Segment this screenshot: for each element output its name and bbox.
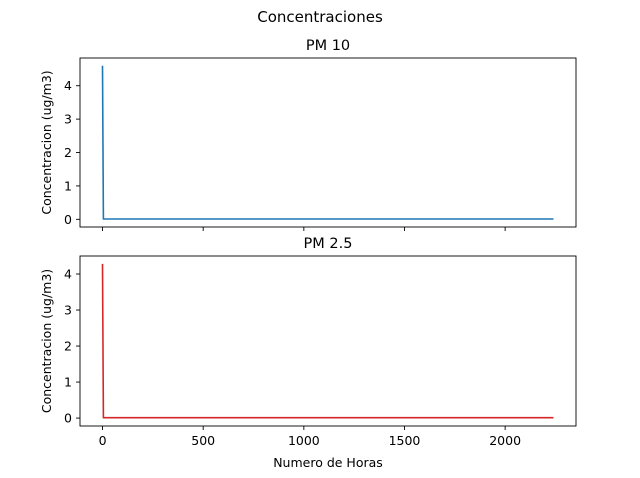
y-axis-label: Concentracion (ug/m3) xyxy=(39,269,54,413)
x-axis-label: Numero de Horas xyxy=(273,455,383,470)
series-line-1 xyxy=(101,263,554,419)
y-tick-label: 4 xyxy=(64,78,72,93)
axes-frame xyxy=(79,255,577,427)
series-line-1 xyxy=(101,65,554,220)
y-tick-label: 4 xyxy=(64,267,72,282)
y-tick-label: 1 xyxy=(64,178,72,193)
subplots: 0 1 2 3 4 PM 10 Concentracion (ug/m3) 0 1 2 3 4 0 500… xyxy=(39,38,577,470)
y-tick-label: 0 xyxy=(64,411,72,426)
x-tick-label: 0 xyxy=(99,433,107,448)
figure-suptitle: Concentraciones xyxy=(257,8,383,26)
x-tick-label: 500 xyxy=(191,433,215,448)
y-tick-label: 3 xyxy=(64,112,72,127)
subplot-title: PM 10 xyxy=(306,38,350,54)
subplot-title: PM 2.5 xyxy=(304,236,353,252)
subplot-1: 0 1 2 3 4 PM 10 Concentracion (ug/m3) xyxy=(39,38,577,231)
x-tick-label: 1000 xyxy=(288,433,320,448)
y-tick-label: 1 xyxy=(64,375,72,390)
y-axis-label: Concentracion (ug/m3) xyxy=(39,70,54,214)
y-tick-label: 0 xyxy=(64,212,72,227)
y-tick-label: 2 xyxy=(64,145,72,160)
x-tick-label: 1500 xyxy=(389,433,421,448)
y-tick-label: 3 xyxy=(64,303,72,318)
y-tick-label: 2 xyxy=(64,339,72,354)
x-tick-label: 2000 xyxy=(489,433,521,448)
axes-frame xyxy=(79,57,577,228)
subplot-2: 0 1 2 3 4 0 500 1000 1500 2000 PM 2.5 Concentracion… xyxy=(39,236,577,470)
